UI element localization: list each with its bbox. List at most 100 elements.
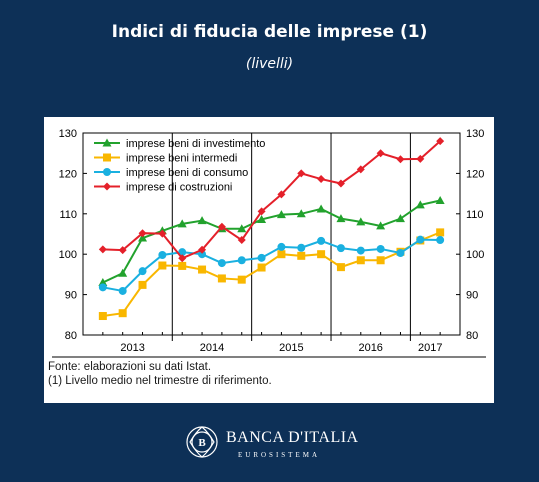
data-point — [356, 256, 365, 265]
data-point — [336, 244, 345, 253]
data-point — [395, 214, 405, 223]
data-point — [257, 214, 267, 223]
legend-label: imprese di costruzioni — [126, 182, 232, 194]
data-point — [158, 251, 167, 260]
x-year-label: 2014 — [200, 342, 224, 354]
legend-label: imprese beni di consumo — [126, 167, 248, 179]
data-point — [177, 219, 187, 228]
data-point — [297, 251, 306, 260]
logo-name: BANCA D'ITALIA — [226, 429, 359, 446]
data-point — [336, 179, 345, 188]
data-point — [435, 195, 445, 204]
data-point — [316, 204, 326, 213]
data-point — [98, 277, 108, 286]
legend-marker — [103, 182, 111, 191]
data-point — [356, 165, 365, 174]
x-year-label: 2016 — [358, 342, 382, 354]
data-point — [436, 228, 445, 237]
data-point — [98, 283, 107, 292]
y-tick-label-left: 120 — [59, 168, 77, 180]
chart-panel: 80 80 90 90 100 100 110 110 120 120 130 130 2013 2014… — [44, 117, 494, 403]
line-chart: 80 80 90 90 100 100 110 110 120 120 130 130 2013 2014… — [52, 128, 486, 358]
data-point — [138, 233, 148, 242]
data-point — [237, 236, 246, 245]
data-point — [396, 155, 405, 164]
data-point — [356, 217, 366, 226]
data-point — [158, 229, 167, 238]
chart-title: Indici di fiducia delle imprese (1) — [111, 22, 428, 42]
data-point — [118, 268, 128, 277]
y-tick-label-left: 80 — [65, 330, 77, 342]
data-point — [277, 250, 286, 259]
data-point — [138, 280, 147, 289]
data-point — [138, 267, 147, 276]
y-tick-label-right: 110 — [466, 209, 484, 221]
bank-emblem-icon: B — [186, 426, 218, 458]
y-tick-label-left: 110 — [59, 209, 77, 221]
data-point — [356, 246, 365, 255]
data-point — [98, 245, 107, 254]
data-point — [376, 256, 385, 265]
data-point — [217, 259, 226, 268]
data-point — [277, 242, 286, 251]
data-point — [336, 263, 345, 272]
data-point — [415, 200, 425, 209]
data-point — [336, 214, 346, 223]
legend-label: imprese beni di investimento — [126, 138, 265, 150]
data-point — [237, 224, 247, 233]
logo-subtitle: EUROSISTEMA — [238, 451, 321, 459]
data-point — [396, 248, 405, 257]
data-point — [317, 236, 326, 245]
data-point — [276, 210, 286, 219]
data-point — [158, 261, 167, 270]
y-tick-label-left: 100 — [59, 249, 77, 261]
y-tick-label-right: 90 — [466, 290, 478, 302]
chart-notes: Fonte: elaborazioni su dati Istat. (1) L… — [48, 360, 272, 388]
data-point — [118, 246, 127, 255]
y-tick-label-left: 130 — [59, 128, 77, 140]
data-point — [317, 175, 326, 184]
legend-label: imprese beni intermedi — [126, 153, 237, 165]
chart-subtitle: (livelli) — [245, 56, 294, 72]
y-tick-label-left: 90 — [65, 290, 77, 302]
data-point — [297, 243, 306, 252]
data-point — [217, 274, 226, 283]
y-tick-label-right: 80 — [466, 330, 478, 342]
data-point — [138, 229, 147, 238]
data-point — [376, 221, 386, 230]
data-point — [198, 250, 207, 259]
data-point — [198, 245, 207, 254]
y-tick-label-right: 130 — [466, 128, 484, 140]
data-point — [217, 222, 226, 231]
series-line — [102, 238, 441, 293]
y-tick-label-right: 100 — [466, 249, 484, 261]
data-point — [436, 236, 445, 245]
series-line — [102, 231, 441, 318]
legend-marker — [103, 168, 111, 176]
x-year-label: 2017 — [418, 342, 442, 354]
data-point — [118, 286, 127, 295]
data-point — [416, 235, 425, 244]
x-year-label: 2015 — [279, 342, 303, 354]
data-point — [436, 137, 445, 146]
y-tick-label-right: 120 — [466, 168, 484, 180]
plot-frame — [82, 132, 461, 336]
bank-logo: B BANCA D'ITALIA EUROSISTEMA — [180, 424, 360, 464]
source-note: Fonte: elaborazioni su dati Istat. — [48, 361, 212, 373]
series-line — [102, 199, 441, 284]
x-year-label: 2013 — [120, 342, 144, 354]
data-point — [416, 154, 425, 163]
data-point — [257, 207, 266, 216]
data-point — [296, 209, 306, 218]
data-point — [257, 263, 266, 272]
data-point — [178, 261, 187, 270]
data-point — [118, 309, 127, 318]
svg-text:B: B — [198, 437, 206, 449]
data-point — [257, 253, 266, 262]
data-point — [198, 265, 207, 274]
data-point — [376, 244, 385, 253]
data-point — [98, 312, 107, 321]
data-point — [237, 275, 246, 284]
footnote: (1) Livello medio nel trimestre di rifer… — [48, 375, 272, 387]
legend-marker — [103, 153, 111, 162]
